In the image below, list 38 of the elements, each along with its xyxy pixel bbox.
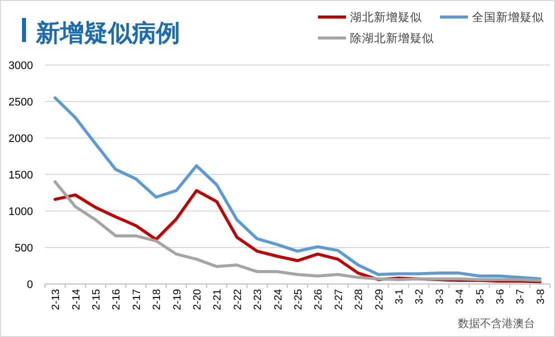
x-tick-label: 2-20	[192, 288, 204, 310]
y-tick-label: 2500	[8, 96, 33, 108]
x-tick-label: 2-27	[332, 288, 345, 310]
x-tick-label: 2-29	[373, 288, 386, 310]
x-tick-label: 3-1	[394, 288, 406, 304]
x-tick-label: 2-16	[110, 288, 123, 310]
x-tick-label: 2-28	[353, 288, 366, 310]
x-tick-label: 2-19	[171, 288, 184, 310]
x-tick-label: 2-24	[272, 288, 284, 310]
x-tick-label: 2-14	[70, 288, 82, 310]
y-tick-label: 500	[14, 242, 33, 254]
x-tick-label: 3-7	[514, 288, 527, 304]
legend-label: 全国新增疑似	[472, 10, 544, 24]
x-tick-label: 3-6	[494, 288, 506, 304]
text: 数据不含港澳台	[458, 317, 535, 330]
x-tick-label: 2-23	[252, 288, 264, 310]
x-tick-label: 3-3	[434, 288, 446, 304]
legend-label: 湖北新增疑似	[350, 10, 422, 24]
x-tick-label: 2-21	[212, 288, 224, 310]
x-tick-label: 3-5	[474, 288, 486, 304]
legend-label: 除湖北新增疑似	[350, 31, 434, 45]
x-tick-label: 3-4	[454, 288, 466, 304]
line-series	[54, 96, 542, 280]
y-tick-label: 1500	[8, 170, 33, 182]
x-tick-label: 2-22	[232, 288, 244, 310]
x-tick-label: 2-25	[292, 288, 304, 310]
y-tick-label: 3000	[8, 60, 33, 72]
y-tick-label: 2000	[8, 133, 33, 145]
x-tick-label: 2-15	[90, 288, 102, 310]
x-tick-label: 2-13	[50, 288, 62, 310]
chart-title: 新增疑似病例	[35, 20, 180, 47]
x-tick-label: 2-26	[312, 288, 325, 310]
x-tick-label: 3-8	[534, 288, 547, 304]
x-tick-label: 2-17	[130, 288, 143, 310]
y-tick-label: 1000	[8, 206, 33, 218]
x-tick-label: 2-18	[151, 288, 164, 310]
x-tick-label: 3-2	[414, 288, 426, 304]
y-tick-label: 0	[26, 279, 33, 291]
